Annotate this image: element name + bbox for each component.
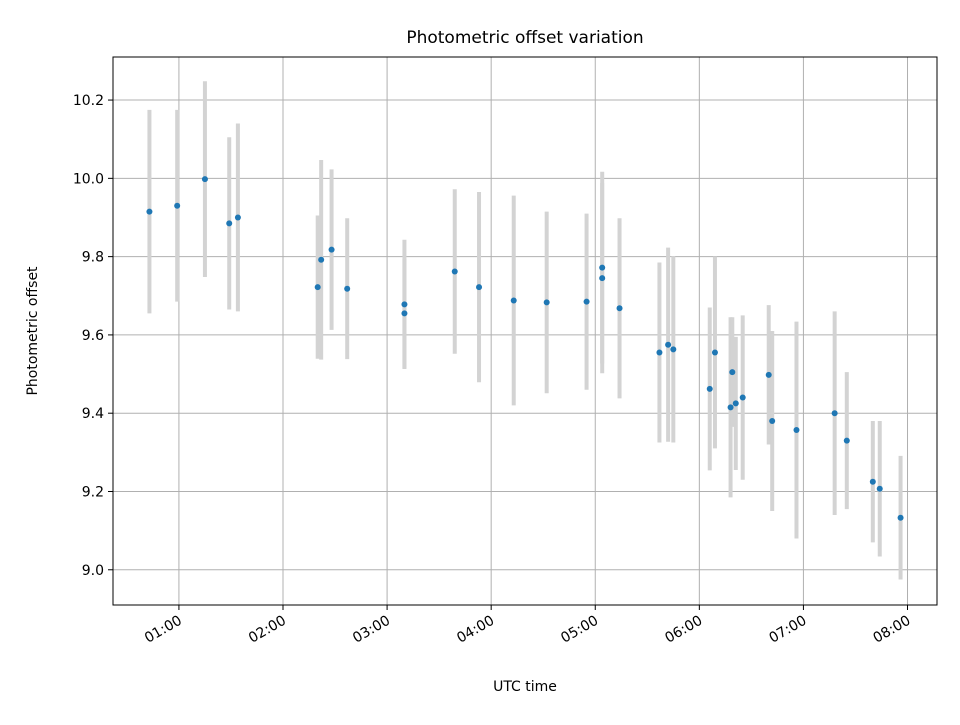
data-point xyxy=(831,410,838,417)
data-point xyxy=(201,176,208,183)
data-point xyxy=(739,394,746,401)
data-point xyxy=(706,385,713,392)
data-point xyxy=(451,268,458,275)
y-tick-label: 10.0 xyxy=(73,171,104,187)
data-point xyxy=(616,305,623,312)
data-point xyxy=(876,485,883,492)
data-point xyxy=(729,369,736,376)
y-tick-label: 10.2 xyxy=(73,93,104,109)
plot-frame xyxy=(112,56,938,606)
data-point xyxy=(793,427,800,434)
chart-title: Photometric offset variation xyxy=(406,28,643,48)
markers xyxy=(146,176,904,521)
data-point xyxy=(328,246,335,253)
data-point xyxy=(727,404,734,411)
y-axis-label: Photometric offset xyxy=(25,266,41,396)
data-point xyxy=(897,514,904,521)
data-point xyxy=(344,285,351,292)
data-point xyxy=(656,349,663,356)
data-point xyxy=(174,202,181,209)
data-point xyxy=(843,437,850,444)
data-point xyxy=(401,301,408,308)
data-point xyxy=(234,214,241,221)
y-tick-label: 9.2 xyxy=(82,484,104,500)
data-point xyxy=(401,310,408,317)
data-point xyxy=(665,341,672,348)
data-point xyxy=(599,264,606,271)
data-point xyxy=(599,275,606,282)
data-point xyxy=(769,418,776,425)
data-point xyxy=(869,478,876,485)
data-point xyxy=(226,220,233,227)
y-tick-label: 9.4 xyxy=(82,406,104,422)
data-point xyxy=(543,299,550,306)
data-point xyxy=(476,284,483,291)
data-point xyxy=(711,349,718,356)
data-point xyxy=(314,284,321,291)
data-point xyxy=(510,297,517,304)
grid xyxy=(113,57,937,605)
data-point xyxy=(318,256,325,263)
data-point xyxy=(583,298,590,305)
y-tick-label: 9.0 xyxy=(82,563,104,579)
data-point xyxy=(670,346,677,353)
plot-area xyxy=(113,57,937,605)
y-tick-label: 9.6 xyxy=(82,328,104,344)
data-point xyxy=(765,371,772,378)
data-point xyxy=(146,208,153,215)
y-tick-label: 9.8 xyxy=(82,250,104,266)
x-axis-label: UTC time xyxy=(493,679,557,695)
data-point xyxy=(732,400,739,407)
y-axis: 9.0 9.2 9.4 9.6 9.8 10.0 10.2 xyxy=(73,93,113,579)
